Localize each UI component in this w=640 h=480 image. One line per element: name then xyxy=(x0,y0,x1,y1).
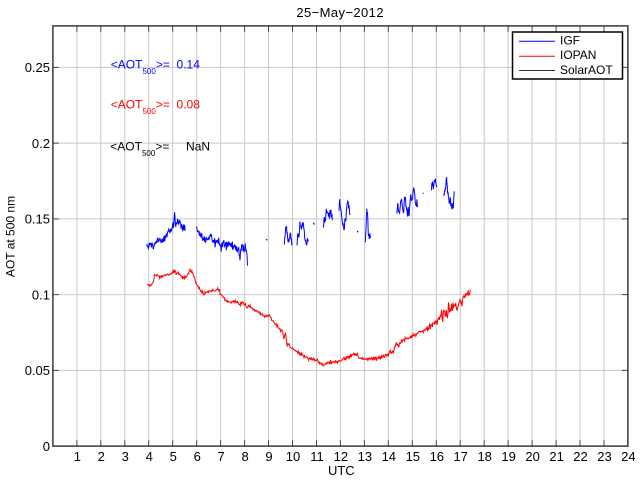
svg-text:AOT at 500 nm: AOT at 500 nm xyxy=(3,196,17,277)
svg-text:2: 2 xyxy=(98,449,105,464)
svg-text:0: 0 xyxy=(43,439,50,454)
svg-text:13: 13 xyxy=(358,449,372,464)
svg-text:6: 6 xyxy=(194,449,201,464)
svg-text:SolarAOT: SolarAOT xyxy=(560,63,613,77)
svg-text:1: 1 xyxy=(74,449,81,464)
svg-text:15: 15 xyxy=(406,449,420,464)
svg-text:0.15: 0.15 xyxy=(25,212,50,227)
svg-text:20: 20 xyxy=(525,449,539,464)
svg-text:<AOT500>= 0.08: <AOT500>= 0.08 xyxy=(111,98,200,116)
svg-text:18: 18 xyxy=(477,449,491,464)
svg-text:4: 4 xyxy=(146,449,153,464)
svg-text:22: 22 xyxy=(573,449,587,464)
svg-text:3: 3 xyxy=(122,449,129,464)
svg-text:UTC: UTC xyxy=(328,463,355,478)
svg-text:IGF: IGF xyxy=(560,33,580,47)
svg-text:5: 5 xyxy=(170,449,177,464)
svg-text:<AOT500>= 0.14: <AOT500>= 0.14 xyxy=(111,57,200,75)
svg-text:19: 19 xyxy=(501,449,515,464)
svg-text:17: 17 xyxy=(453,449,467,464)
svg-text:16: 16 xyxy=(430,449,444,464)
svg-text:7: 7 xyxy=(217,449,224,464)
svg-text:IOPAN: IOPAN xyxy=(560,48,596,62)
svg-text:8: 8 xyxy=(241,449,248,464)
svg-text:0.25: 0.25 xyxy=(25,60,50,75)
svg-text:11: 11 xyxy=(310,449,324,464)
svg-text:21: 21 xyxy=(549,449,563,464)
svg-text:24: 24 xyxy=(621,449,635,464)
svg-text:0.05: 0.05 xyxy=(25,363,50,378)
svg-text:9: 9 xyxy=(265,449,272,464)
svg-text:23: 23 xyxy=(597,449,611,464)
svg-text:<AOT500>= NaN: <AOT500>= NaN xyxy=(110,139,210,157)
svg-text:12: 12 xyxy=(334,449,348,464)
svg-text:10: 10 xyxy=(286,449,300,464)
svg-text:0.1: 0.1 xyxy=(32,287,50,302)
svg-text:25−May−2012: 25−May−2012 xyxy=(296,5,384,20)
svg-text:14: 14 xyxy=(382,449,396,464)
svg-text:0.2: 0.2 xyxy=(32,136,50,151)
